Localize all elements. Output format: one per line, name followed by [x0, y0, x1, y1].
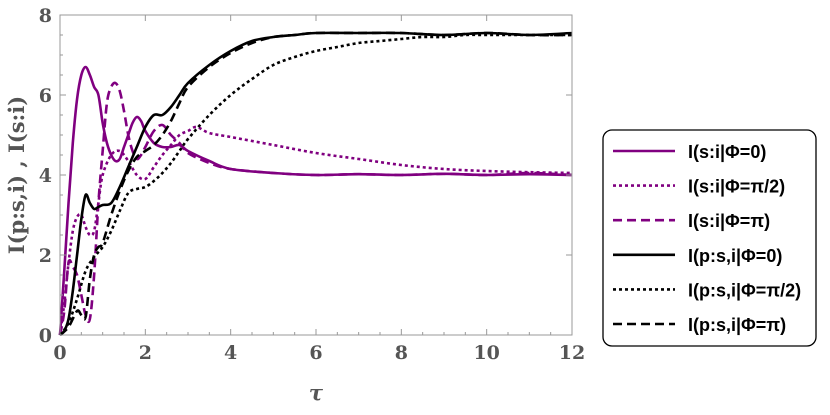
legend-items: I(s:i|Φ=0) I(s:i|Φ=π/2) I(s:i|Φ=π) I(p:s,i|…: [613, 142, 801, 335]
x-axis-label: τ: [309, 380, 324, 405]
y-axis-label: I(p:s,i) , I(s:i): [4, 96, 29, 254]
y-tick-label: 4: [39, 165, 52, 187]
y-ticks: 0 2 4 6 8: [39, 5, 572, 347]
series-line-4: [58, 33, 572, 336]
legend-label-4: I(p:s,i|Φ=π/2): [688, 280, 801, 300]
series-line-0: [58, 65, 573, 336]
y-tick-label: 6: [39, 85, 52, 107]
x-tick-label: 4: [224, 342, 237, 364]
series-line-2: [58, 81, 573, 336]
legend-label-5: I(p:s,i|Φ=π): [688, 315, 786, 335]
x-ticks: 0 2 4 6 8 10 12: [53, 15, 585, 364]
legend-label-1: I(s:i|Φ=π/2): [688, 177, 785, 197]
legend-label-3: I(p:s,i|Φ=0): [688, 246, 782, 266]
legend: I(s:i|Φ=0) I(s:i|Φ=π/2) I(s:i|Φ=π) I(p:s,i|…: [602, 129, 817, 347]
y-tick-label: 8: [39, 5, 52, 27]
legend-box: [602, 129, 817, 347]
x-tick-label: 12: [559, 342, 585, 364]
x-tick-label: 0: [53, 342, 66, 364]
series-line-3: [59, 31, 573, 337]
x-tick-label: 8: [395, 342, 408, 364]
legend-label-0: I(s:i|Φ=0): [688, 142, 766, 162]
y-tick-label: 2: [39, 245, 52, 267]
series-line-5: [59, 31, 573, 336]
x-tick-label: 10: [473, 342, 499, 364]
x-tick-label: 6: [309, 342, 322, 364]
x-tick-label: 2: [139, 342, 152, 364]
legend-label-2: I(s:i|Φ=π): [688, 211, 770, 231]
y-tick-label: 0: [39, 325, 52, 347]
plot-lines: [58, 31, 573, 337]
